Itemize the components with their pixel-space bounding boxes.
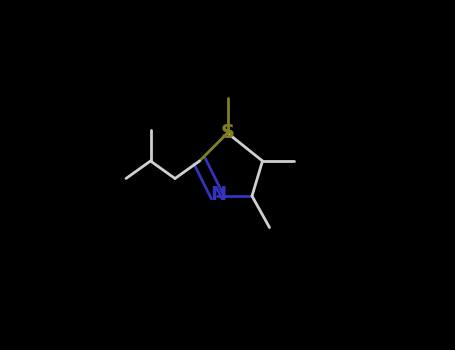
Text: S: S [221,124,234,142]
Text: N: N [211,185,227,204]
